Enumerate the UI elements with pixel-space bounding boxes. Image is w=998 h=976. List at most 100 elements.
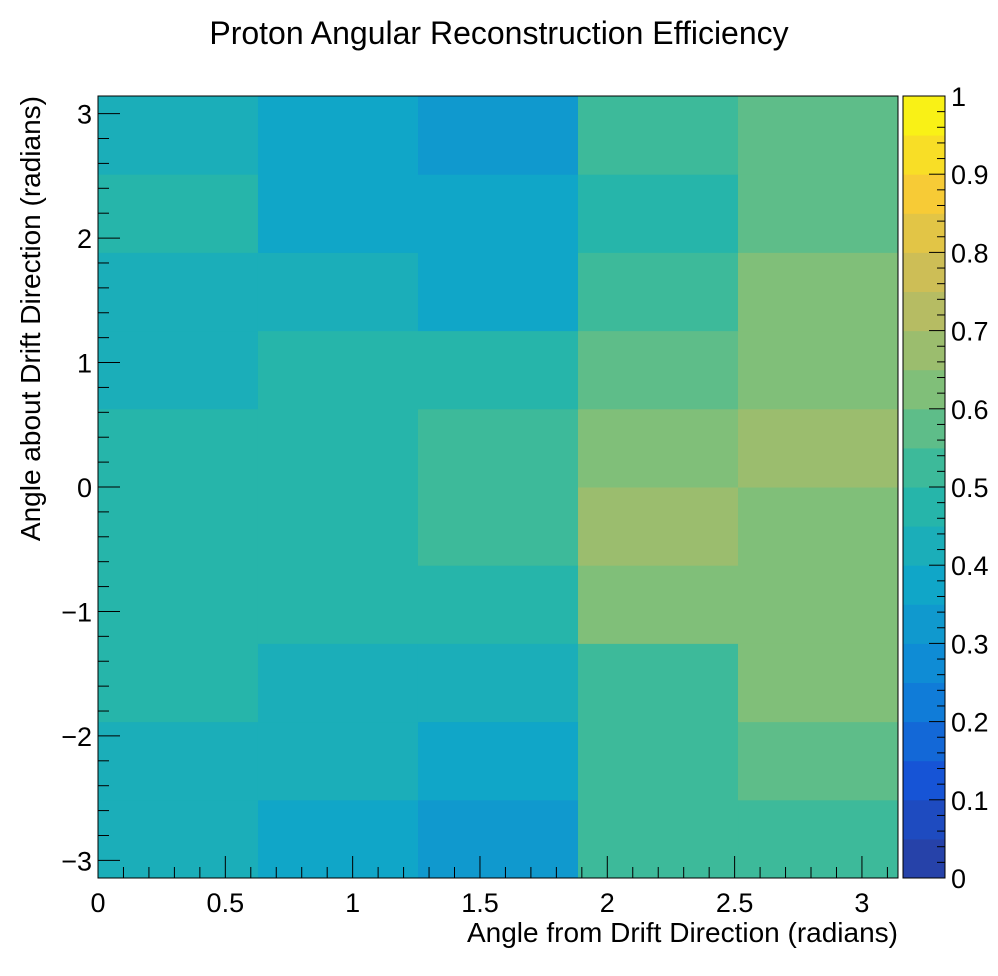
- y-tick-label: 1: [77, 349, 92, 379]
- heatmap-cell: [257, 565, 419, 644]
- x-tick-label: 2: [600, 888, 615, 918]
- heatmap-cells: [98, 96, 899, 879]
- heatmap-cell: [98, 565, 259, 644]
- colorbar-segment: [903, 487, 945, 527]
- colorbar-tick-label: 0.5: [951, 473, 989, 503]
- colorbar-tick-label: 0.1: [951, 786, 989, 816]
- heatmap-cell: [578, 174, 739, 253]
- x-tick-label: 0: [90, 888, 105, 918]
- x-tick-label: 1.5: [461, 888, 499, 918]
- colorbar-segment: [903, 408, 945, 449]
- heatmap-cell: [98, 330, 259, 410]
- heatmap-cell: [738, 330, 899, 410]
- colorbar-segment: [903, 760, 945, 801]
- colorbar-segment: [903, 291, 945, 332]
- colorbar-tick-label: 0.9: [951, 160, 989, 190]
- x-tick-label: 1: [345, 888, 360, 918]
- heatmap-cell: [578, 799, 739, 879]
- x-tick-label: 2.5: [716, 888, 754, 918]
- colorbar-tick-label: 0.2: [951, 708, 989, 738]
- heatmap-cell: [738, 96, 899, 175]
- heatmap-cell: [417, 96, 579, 175]
- heatmap-cell: [98, 799, 259, 879]
- colorbar-segment: [903, 213, 945, 253]
- heatmap-cell: [417, 487, 579, 566]
- colorbar-segment: [903, 252, 945, 292]
- y-axis-label: Angle about Drift Direction (radians): [15, 96, 46, 541]
- heatmap-cell: [257, 408, 419, 488]
- y-tick-label: −1: [61, 597, 92, 627]
- heatmap-cell: [257, 643, 419, 723]
- heatmap-cell: [417, 799, 579, 879]
- colorbar-segment: [903, 838, 945, 879]
- heatmap-cell: [738, 799, 899, 879]
- colorbar-tick-label: 0.3: [951, 629, 989, 659]
- heatmap-cell: [257, 96, 419, 175]
- colorbar-segment: [903, 526, 945, 566]
- colorbar-tick-label: 0: [951, 864, 966, 894]
- heatmap-cell: [417, 330, 579, 410]
- heatmap-cell: [257, 487, 419, 566]
- heatmap-cell: [738, 408, 899, 488]
- heatmap-cell: [738, 174, 899, 253]
- heatmap-cell: [738, 643, 899, 723]
- x-tick-label: 0.5: [207, 888, 245, 918]
- heatmap-cell: [578, 252, 739, 332]
- heatmap-cell: [417, 565, 579, 644]
- heatmap-cell: [257, 799, 419, 879]
- y-tick-label: 3: [77, 100, 92, 130]
- chart-title: Proton Angular Reconstruction Efficiency: [209, 15, 788, 51]
- colorbar-segment: [903, 643, 945, 683]
- colorbar-tick-label: 0.7: [951, 317, 989, 347]
- y-axis: −3 −2 −1 0 1 2 3: [61, 100, 120, 876]
- heatmap-cell: [417, 174, 579, 253]
- x-axis-label: Angle from Drift Direction (radians): [467, 917, 898, 948]
- colorbar-segment: [903, 799, 945, 840]
- heatmap-cell: [257, 174, 419, 253]
- y-tick-label: 2: [77, 224, 92, 254]
- heatmap-cell: [98, 487, 259, 566]
- colorbar-segment: [903, 96, 945, 136]
- colorbar: 0 0.1 0.2 0.3 0.4 0.5 0.6 0.7 0.8 0.9 1: [902, 82, 989, 894]
- heatmap-cell: [417, 252, 579, 332]
- heatmap-cell: [738, 565, 899, 644]
- heatmap-cell: [738, 252, 899, 332]
- heatmap-cell: [98, 643, 259, 723]
- colorbar-segment: [903, 721, 945, 762]
- y-tick-label: −3: [61, 846, 92, 876]
- colorbar-tick-label: 0.4: [951, 551, 989, 581]
- heatmap-cell: [98, 174, 259, 253]
- heatmap-cell: [578, 721, 739, 801]
- x-tick-label: 3: [854, 888, 869, 918]
- x-axis: 0 0.5 1 1.5 2 2.5 3: [90, 856, 888, 918]
- colorbar-tick-label: 0.8: [951, 238, 989, 268]
- y-tick-label: 0: [77, 473, 92, 503]
- heatmap-cell: [417, 721, 579, 801]
- heatmap-cell: [578, 565, 739, 644]
- y-tick-label: −2: [61, 722, 92, 752]
- heatmap-cell: [257, 252, 419, 332]
- colorbar-tick-label: 0.6: [951, 395, 989, 425]
- heatmap-cell: [257, 330, 419, 410]
- colorbar-segment: [903, 604, 945, 644]
- heatmap-cell: [98, 408, 259, 488]
- colorbar-segment: [903, 565, 945, 605]
- heatmap-cell: [578, 96, 739, 175]
- heatmap-cell: [98, 252, 259, 332]
- heatmap-cell: [417, 643, 579, 723]
- heatmap-cell: [578, 408, 739, 488]
- colorbar-segment: [903, 682, 945, 723]
- colorbar-segment: [903, 369, 945, 410]
- heatmap-cell: [98, 721, 259, 801]
- heatmap-cell: [257, 721, 419, 801]
- heatmap-cell: [578, 487, 739, 566]
- heatmap-cell: [578, 643, 739, 723]
- heatmap-cell: [738, 721, 899, 801]
- colorbar-segment: [903, 330, 945, 371]
- colorbar-segment: [903, 135, 945, 175]
- colorbar-segment: [903, 174, 945, 214]
- heatmap-cell: [98, 96, 259, 175]
- heatmap-cell: [738, 487, 899, 566]
- heatmap-cell: [417, 408, 579, 488]
